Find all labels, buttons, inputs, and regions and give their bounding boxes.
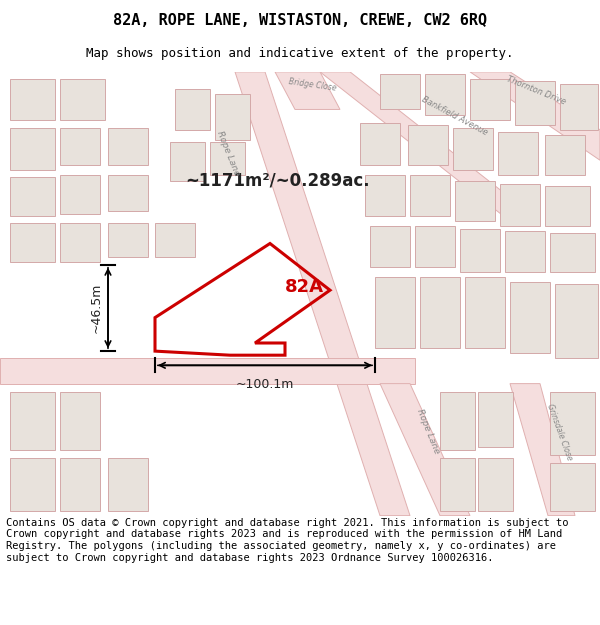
Polygon shape [108,176,148,211]
Polygon shape [60,79,105,119]
Polygon shape [410,176,450,216]
Polygon shape [10,79,55,119]
Polygon shape [545,186,590,226]
Polygon shape [10,392,55,449]
Polygon shape [108,127,148,165]
Polygon shape [60,458,100,511]
Polygon shape [320,72,540,221]
Text: Bankfield Avenue: Bankfield Avenue [420,94,489,137]
Polygon shape [455,181,495,221]
Polygon shape [420,277,460,348]
Polygon shape [360,122,400,165]
Polygon shape [498,132,538,176]
Polygon shape [215,94,250,140]
Polygon shape [440,392,475,449]
Polygon shape [108,458,148,511]
Polygon shape [510,282,550,353]
Polygon shape [170,142,205,181]
Polygon shape [375,277,415,348]
Polygon shape [470,72,600,160]
Polygon shape [465,277,505,348]
Polygon shape [380,74,420,109]
Polygon shape [60,223,100,262]
Polygon shape [440,458,475,511]
Polygon shape [510,384,575,516]
Polygon shape [60,127,100,165]
Polygon shape [108,223,148,257]
Polygon shape [380,384,470,516]
Text: Contains OS data © Crown copyright and database right 2021. This information is : Contains OS data © Crown copyright and d… [6,518,569,562]
Polygon shape [453,127,493,171]
Polygon shape [10,177,55,216]
Polygon shape [60,392,100,449]
Polygon shape [155,223,195,257]
Text: ~1171m²/~0.289ac.: ~1171m²/~0.289ac. [185,171,370,189]
Polygon shape [175,89,210,130]
Polygon shape [478,458,513,511]
Polygon shape [408,124,448,165]
Polygon shape [425,74,465,114]
Text: 82A: 82A [285,278,324,296]
Polygon shape [555,284,598,358]
Polygon shape [550,233,595,272]
Polygon shape [460,229,500,272]
Polygon shape [550,392,595,455]
Polygon shape [210,142,245,176]
Text: ~100.1m: ~100.1m [236,378,294,391]
Polygon shape [370,226,410,267]
Text: Grinsdale Close: Grinsdale Close [545,402,574,462]
Polygon shape [505,231,545,272]
Text: ~46.5m: ~46.5m [90,282,103,333]
Polygon shape [545,135,585,176]
Text: Map shows position and indicative extent of the property.: Map shows position and indicative extent… [86,48,514,61]
Text: 82A, ROPE LANE, WISTASTON, CREWE, CW2 6RQ: 82A, ROPE LANE, WISTASTON, CREWE, CW2 6R… [113,12,487,28]
Polygon shape [10,458,55,511]
Polygon shape [470,79,510,119]
Polygon shape [478,392,513,447]
Polygon shape [275,72,340,109]
Polygon shape [515,81,555,124]
Polygon shape [60,176,100,214]
Polygon shape [500,184,540,226]
Text: Rope Lane: Rope Lane [415,407,441,454]
Polygon shape [10,223,55,262]
Polygon shape [365,176,405,216]
Text: Thornton Drive: Thornton Drive [505,74,567,106]
Polygon shape [560,84,598,130]
Polygon shape [415,226,455,267]
Text: Bridge Close: Bridge Close [288,78,337,93]
Polygon shape [0,358,415,384]
Polygon shape [235,72,410,516]
Text: Rope Lane: Rope Lane [215,130,241,178]
Polygon shape [550,463,595,511]
Polygon shape [10,127,55,171]
